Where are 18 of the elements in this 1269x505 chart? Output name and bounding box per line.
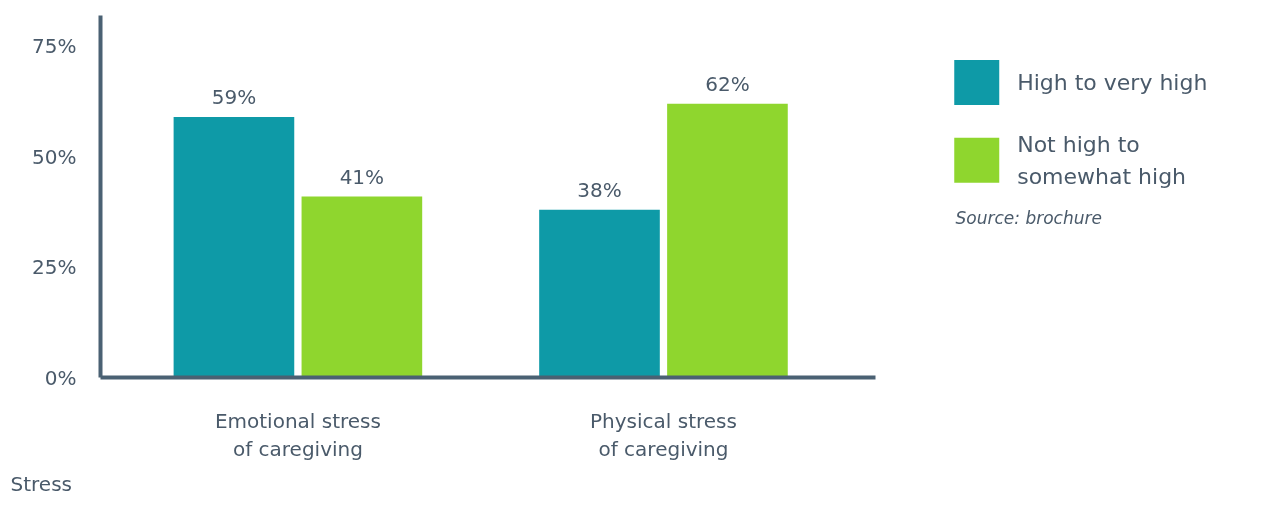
bar bbox=[301, 196, 423, 378]
data-label: 59% bbox=[211, 85, 257, 110]
bar bbox=[539, 209, 660, 378]
data-label: 41% bbox=[339, 164, 385, 189]
bar bbox=[667, 103, 788, 378]
y-tick-label: 50% bbox=[32, 144, 77, 169]
data-label: 38% bbox=[577, 177, 622, 202]
legend-label: Not high to somewhat high bbox=[1017, 131, 1187, 190]
x-tick-label: Physical stress of caregiving bbox=[590, 408, 737, 462]
x-axis-title: Stress bbox=[10, 471, 72, 496]
bar bbox=[173, 117, 295, 378]
data-label: 62% bbox=[705, 71, 750, 96]
y-tick-label: 25% bbox=[32, 255, 77, 280]
x-tick-label: Emotional stress of caregiving bbox=[214, 408, 381, 462]
source-note: Source: brochure bbox=[955, 207, 1102, 228]
y-tick-label: 75% bbox=[32, 34, 77, 59]
legend-label: High to very high bbox=[1017, 69, 1208, 95]
y-tick-label: 0% bbox=[44, 365, 77, 390]
